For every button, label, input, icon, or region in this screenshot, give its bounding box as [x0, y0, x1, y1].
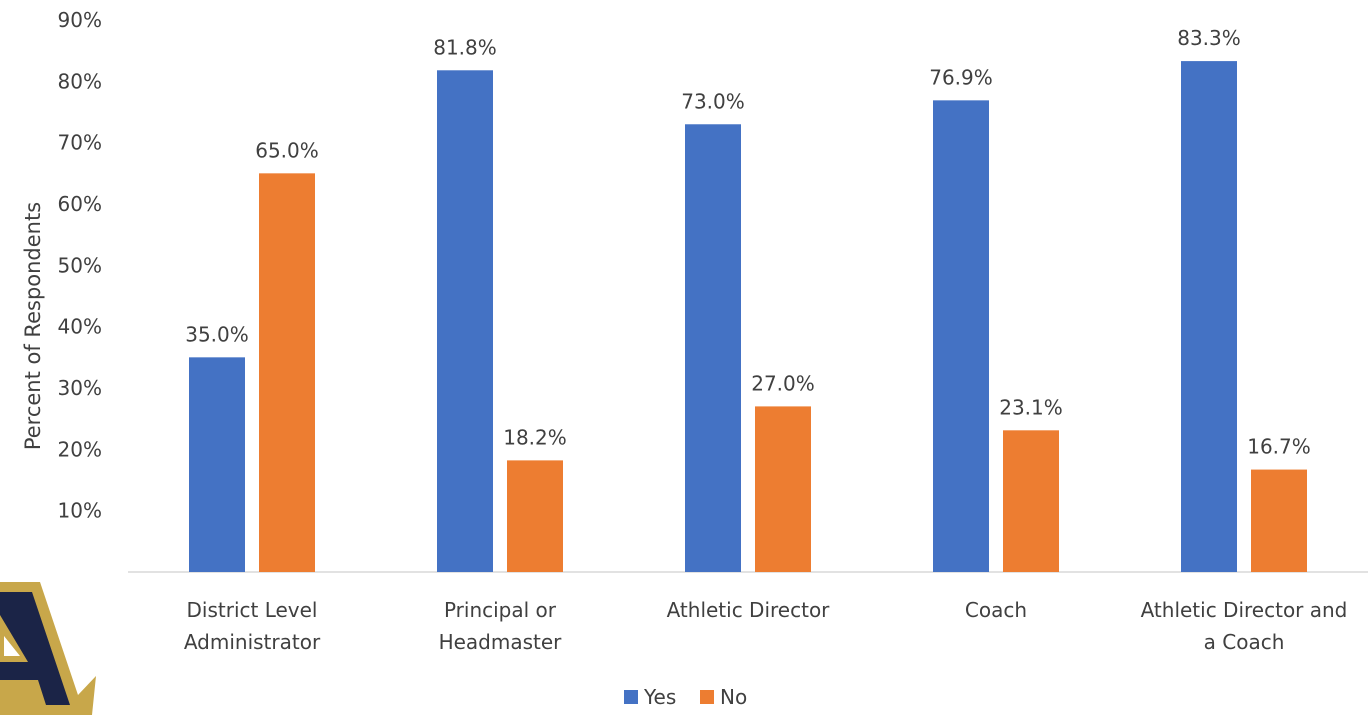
- legend-swatch-yes: [624, 690, 638, 704]
- category-label: Principal or: [444, 598, 557, 622]
- y-tick-label: 30%: [58, 376, 102, 400]
- data-label: 18.2%: [503, 425, 567, 449]
- bar-yes: [933, 100, 989, 572]
- logo-navy-letter: [0, 592, 70, 705]
- category-labels: District Level Administrator Principal or H…: [184, 598, 1348, 654]
- bar-yes: [1181, 61, 1237, 573]
- bar-no: [755, 406, 811, 572]
- category-label: a Coach: [1204, 630, 1285, 654]
- y-axis-ticks: 10% 20% 30% 40% 50% 60% 70% 80% 90%: [58, 8, 102, 523]
- data-labels: 35.0% 65.0% 81.8% 18.2% 73.0% 27.0% 76.9% 23.1%…: [185, 26, 1311, 458]
- data-label: 76.9%: [929, 65, 993, 89]
- bar-yes: [437, 70, 493, 572]
- category-label: Coach: [965, 598, 1027, 622]
- bar-no: [1251, 469, 1307, 572]
- category-label: Athletic Director and: [1141, 598, 1348, 622]
- bar-no: [259, 173, 315, 573]
- y-tick-label: 20%: [58, 437, 102, 461]
- category-label: Athletic Director: [667, 598, 831, 622]
- legend-swatch-no: [700, 690, 714, 704]
- legend-label-yes: Yes: [643, 685, 676, 709]
- letter-a-logo-icon: [0, 582, 96, 715]
- y-tick-label: 10%: [58, 499, 102, 523]
- y-tick-label: 60%: [58, 192, 102, 216]
- category-label: Administrator: [184, 630, 321, 654]
- data-label: 23.1%: [999, 395, 1063, 419]
- data-label: 16.7%: [1247, 435, 1311, 459]
- bars: [189, 61, 1307, 573]
- bar-no: [1003, 430, 1059, 572]
- logo-white-inner: [4, 636, 20, 656]
- data-label: 35.0%: [185, 322, 249, 346]
- y-axis-title: Percent of Respondents: [21, 202, 45, 450]
- data-label: 65.0%: [255, 138, 319, 162]
- y-tick-label: 90%: [58, 8, 102, 32]
- y-tick-label: 80%: [58, 69, 102, 93]
- category-label: Headmaster: [439, 630, 563, 654]
- bar-no: [507, 460, 563, 572]
- category-label: District Level: [187, 598, 318, 622]
- data-label: 83.3%: [1177, 26, 1241, 50]
- data-label: 27.0%: [751, 371, 815, 395]
- y-tick-label: 70%: [58, 131, 102, 155]
- bar-yes: [685, 124, 741, 573]
- legend-label-no: No: [720, 685, 747, 709]
- y-tick-label: 50%: [58, 253, 102, 277]
- y-tick-label: 40%: [58, 315, 102, 339]
- legend: Yes No: [624, 685, 747, 709]
- bar-yes: [189, 357, 245, 572]
- data-label: 73.0%: [681, 89, 745, 113]
- data-label: 81.8%: [433, 35, 497, 59]
